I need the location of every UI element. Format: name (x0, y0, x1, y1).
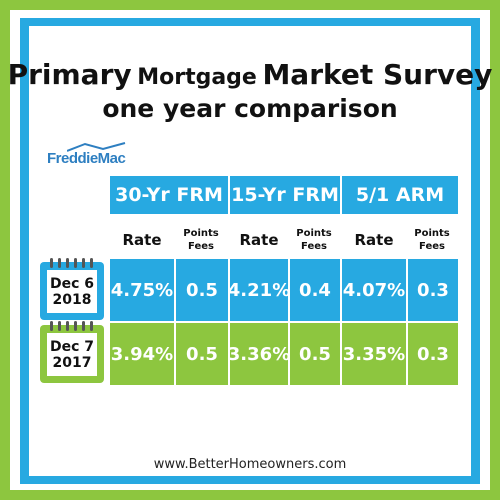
calendar-ring (66, 258, 69, 268)
header-5-1-arm: 5/1 ARM (342, 176, 458, 214)
calendar-ring (90, 321, 93, 331)
calendar-ring (50, 258, 53, 268)
calendar-icon-2018: Dec 6 2018 (40, 258, 104, 320)
date-day: Dec 6 (49, 275, 95, 292)
border-green-left (0, 0, 10, 500)
subheader-fees: Fees (188, 241, 214, 252)
subheader-rate: Rate (230, 220, 288, 260)
calendar-ring (90, 258, 93, 268)
cell-15yr-rate-2017: 3.36% (228, 323, 290, 385)
subheader-points-fees: Points Fees (406, 220, 458, 260)
subheader-fees: Fees (419, 241, 445, 252)
subheader-points: Points (414, 228, 450, 239)
page-title: Primary Mortgage Market Survey (0, 58, 500, 91)
calendar-date: Dec 6 2018 (47, 270, 97, 313)
page-subtitle: one year comparison (102, 94, 398, 123)
freddie-mac-logo: FreddieMac (47, 142, 147, 170)
title-part-3: Market Survey (262, 58, 493, 91)
title-part-2: Mortgage (137, 65, 257, 90)
subheader-fees: Fees (301, 241, 327, 252)
cell-30yr-rate-2018: 4.75% (110, 259, 174, 321)
border-blue-right (471, 18, 480, 484)
cell-arm-rate-2017: 3.35% (342, 323, 406, 385)
calendar-ring (74, 321, 77, 331)
subheader-points: Points (296, 228, 332, 239)
cell-arm-points-2017: 0.3 (408, 323, 458, 385)
calendar-ring (74, 258, 77, 268)
calendar-icon-2017: Dec 7 2017 (40, 321, 104, 383)
roof-icon (67, 142, 126, 152)
calendar-ring (66, 321, 69, 331)
subheader-rate: Rate (110, 220, 174, 260)
border-blue-top (20, 18, 480, 26)
date-year: 2017 (52, 354, 92, 371)
calendar-ring (82, 258, 85, 268)
logo-text: FreddieMac (47, 150, 126, 167)
cell-30yr-points-2018: 0.5 (176, 259, 228, 321)
calendar-ring (58, 321, 61, 331)
cell-30yr-rate-2017: 3.94% (110, 323, 174, 385)
calendar-ring (50, 321, 53, 331)
subheader-points-fees: Points Fees (174, 220, 228, 260)
cell-15yr-points-2018: 0.4 (290, 259, 340, 321)
calendar-date: Dec 7 2017 (47, 333, 97, 376)
border-green-right (490, 0, 500, 500)
header-15yr-frm: 15-Yr FRM (230, 176, 340, 214)
subheader-points-fees: Points Fees (288, 220, 340, 260)
cell-15yr-rate-2018: 4.21% (228, 259, 290, 321)
border-green-top (0, 0, 500, 10)
website-link[interactable]: www.BetterHomeowners.com (153, 457, 347, 472)
calendar-ring (58, 258, 61, 268)
calendar-ring (82, 321, 85, 331)
title-part-1: Primary (7, 58, 132, 91)
subheader-points: Points (183, 228, 219, 239)
cell-15yr-points-2017: 0.5 (290, 323, 340, 385)
cell-arm-rate-2018: 4.07% (342, 259, 406, 321)
date-year: 2018 (52, 291, 92, 308)
border-blue-left (20, 18, 29, 484)
cell-arm-points-2018: 0.3 (408, 259, 458, 321)
cell-30yr-points-2017: 0.5 (176, 323, 228, 385)
subheader-rate: Rate (342, 220, 406, 260)
border-green-bottom (0, 490, 500, 500)
border-blue-bottom (20, 476, 480, 484)
date-day: Dec 7 (49, 338, 95, 355)
header-30yr-frm: 30-Yr FRM (110, 176, 228, 214)
